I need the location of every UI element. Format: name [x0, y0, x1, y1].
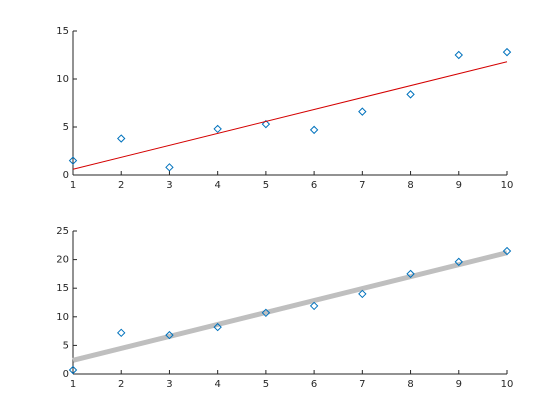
- data-point: [261, 119, 271, 129]
- data-point: [165, 163, 174, 172]
- data-point: [454, 50, 463, 60]
- x-tick-label: 9: [456, 180, 462, 191]
- x-tick-label: 9: [456, 379, 462, 390]
- y-tick-label: 0: [63, 170, 69, 181]
- data-point: [68, 365, 78, 375]
- data-point: [406, 269, 415, 279]
- x-tick-label: 8: [407, 379, 413, 390]
- x-tick-label: 2: [118, 180, 124, 191]
- data-point: [165, 330, 174, 340]
- data-point: [213, 322, 222, 332]
- fit-line: [72, 61, 508, 170]
- x-tick-label: 7: [359, 379, 365, 390]
- x-tick-label: 6: [311, 379, 317, 390]
- fit-line: [72, 250, 508, 363]
- data-point: [117, 328, 126, 338]
- y-tick-label: 25: [56, 226, 69, 237]
- x-tick-label: 3: [166, 379, 172, 390]
- x-tick-label: 6: [311, 180, 317, 191]
- data-point: [309, 125, 319, 135]
- y-tick-label: 0: [63, 369, 69, 380]
- x-tick-label: 1: [70, 379, 76, 390]
- x-tick-label: 1: [70, 180, 76, 191]
- y-tick-label: 15: [56, 283, 69, 294]
- x-tick-label: 10: [501, 379, 514, 390]
- data-point: [117, 134, 126, 143]
- x-tick-label: 5: [263, 379, 269, 390]
- y-tick-label: 5: [63, 122, 69, 133]
- x-tick-label: 5: [263, 180, 269, 191]
- x-tick-label: 7: [359, 180, 365, 191]
- data-point: [358, 107, 367, 116]
- data-point: [502, 246, 512, 256]
- x-tick-label: 10: [501, 180, 514, 191]
- y-tick-label: 5: [63, 340, 69, 351]
- x-tick-label: 4: [214, 379, 220, 390]
- x-tick-label: 2: [118, 379, 124, 390]
- data-point: [309, 301, 319, 311]
- y-tick-label: 20: [56, 255, 69, 266]
- data-point: [358, 289, 367, 299]
- x-tick-label: 3: [166, 180, 172, 191]
- data-point: [502, 47, 512, 57]
- x-tick-label: 8: [407, 180, 413, 191]
- x-tick-label: 4: [214, 180, 220, 191]
- data-point: [68, 156, 78, 165]
- y-tick-label: 15: [56, 26, 69, 37]
- data-point: [406, 90, 415, 99]
- y-tick-label: 10: [56, 74, 69, 85]
- data-point: [454, 257, 463, 267]
- data-point: [213, 124, 222, 134]
- y-tick-label: 10: [56, 312, 69, 323]
- data-point: [261, 308, 271, 318]
